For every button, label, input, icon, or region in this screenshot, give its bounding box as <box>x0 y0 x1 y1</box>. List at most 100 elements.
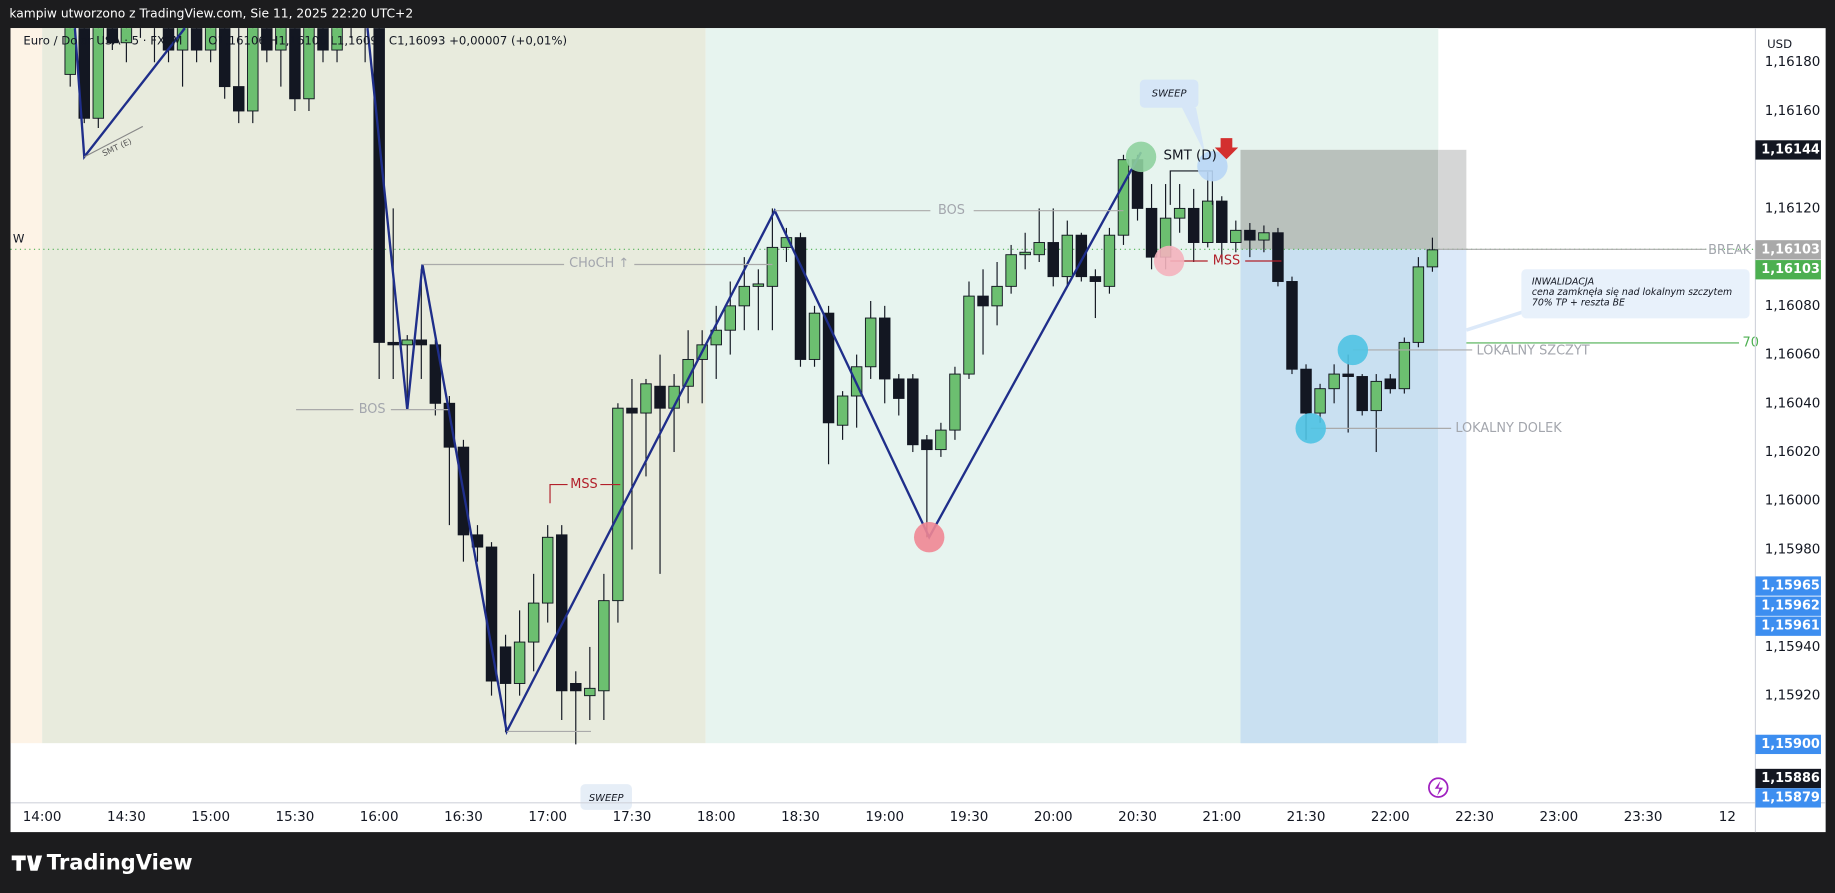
annotation: BOS <box>359 402 386 417</box>
candle-body <box>176 28 189 51</box>
y-tick-label: 1,16080 <box>1765 299 1821 314</box>
candle-body <box>907 378 919 446</box>
candle-body <box>878 317 891 380</box>
marker <box>1153 245 1185 277</box>
candle-body <box>864 317 877 368</box>
x-tick-label: 14:30 <box>107 810 146 825</box>
candle-body <box>120 28 133 44</box>
candle-body <box>1103 234 1116 287</box>
candles <box>64 28 1439 745</box>
x-tick-label: 15:00 <box>191 810 230 825</box>
annotation: BREAK <box>1708 243 1752 258</box>
candle-body <box>640 383 652 414</box>
annotation: MSS <box>1213 254 1240 269</box>
level <box>549 483 568 504</box>
candle-body <box>570 683 582 692</box>
candle-body <box>752 283 765 287</box>
candle-body <box>1356 376 1368 412</box>
annotation: SMT (D) <box>1163 149 1216 164</box>
candle-body <box>1272 232 1284 282</box>
axes: 14:00 14:30 15:00 15:30 16:00 16:30 17:00 17:30… <box>23 55 1821 825</box>
markers <box>580 79 1750 810</box>
candle-body <box>612 407 624 602</box>
price-label: 1,15962 <box>1761 599 1820 614</box>
candle-body <box>1019 251 1031 256</box>
candle-body <box>233 86 245 112</box>
marker <box>913 521 945 553</box>
tp-zone <box>1438 249 1467 744</box>
candle-body <box>261 28 273 51</box>
alert-icon[interactable] <box>1428 777 1449 798</box>
candle-body <box>1117 159 1130 236</box>
annotation: CHoCH ↑ <box>569 256 629 271</box>
x-tick-label: 16:30 <box>444 810 483 825</box>
candle-body <box>1384 378 1397 390</box>
candle-body <box>415 339 428 346</box>
level <box>83 125 144 158</box>
note: 70% TP + reszta BE <box>1532 298 1625 309</box>
candle-body <box>836 395 849 426</box>
candle-body <box>1047 242 1059 278</box>
price-label-box <box>1755 240 1821 260</box>
candle-body <box>443 402 456 448</box>
logo: TradingView <box>47 850 193 875</box>
candle-body <box>331 28 343 51</box>
note: cena zamknęła się nad lokalnym szczytem <box>1532 287 1732 298</box>
candle-body <box>1370 380 1382 412</box>
candle-body <box>556 534 568 692</box>
candle-body <box>584 687 596 697</box>
candle-body <box>106 28 119 44</box>
candle-body <box>541 536 554 604</box>
candle-body <box>794 237 807 360</box>
candle-body <box>1145 207 1158 258</box>
x-tick-label: 18:30 <box>781 810 820 825</box>
callout <box>1465 309 1526 332</box>
annotation: LOKALNY SZCZYT <box>1477 344 1590 359</box>
header: kampiw utworzono z TradingView.com, Sie … <box>9 7 413 21</box>
x-tick-label: 16:00 <box>360 810 399 825</box>
candle-body <box>78 28 90 119</box>
candle-body <box>1173 207 1186 219</box>
sl-zone <box>1240 149 1439 250</box>
candle-body <box>1230 229 1242 243</box>
x-tick-label: 23:30 <box>1624 810 1663 825</box>
candle-body <box>991 285 1003 307</box>
candle-body <box>921 439 933 451</box>
candle-body <box>387 341 399 346</box>
candle-body <box>513 641 526 684</box>
candle-body <box>977 295 989 307</box>
price-label-box <box>1755 788 1821 808</box>
candle-body <box>1398 341 1411 390</box>
candle-body <box>485 546 498 682</box>
y-tick-label: 1,16160 <box>1765 104 1821 119</box>
candle-body <box>1187 207 1200 243</box>
tp-zone <box>1240 249 1439 744</box>
ohlc-legend: O1,16106 H1,16106 L1,16091 C1,16093 +0,0… <box>208 33 567 47</box>
price-label-box <box>1755 140 1821 160</box>
price-label-box <box>1755 616 1821 636</box>
x-tick-label: 12 <box>1719 810 1736 825</box>
candle-body <box>1412 266 1425 343</box>
y-tick-label: 1,16060 <box>1765 348 1821 363</box>
candle-body <box>893 378 905 399</box>
price-label-box <box>1755 260 1821 280</box>
price-label-box <box>1755 734 1821 755</box>
candle-body <box>949 373 961 431</box>
annotation: SWEEP <box>589 793 624 804</box>
note-box <box>1521 269 1750 319</box>
candle-body <box>822 312 835 424</box>
x-tick-label: 21:00 <box>1202 810 1241 825</box>
x-tick-label: 21:30 <box>1287 810 1326 825</box>
smt-bracket <box>1169 170 1213 205</box>
candle-body <box>303 28 315 100</box>
sl-zone <box>1438 149 1467 250</box>
y-tick-label: 1,16040 <box>1765 396 1821 411</box>
candle-body <box>190 28 203 51</box>
candle-body <box>92 28 105 119</box>
candle-body <box>1258 232 1270 241</box>
y-tick-label: 1,16020 <box>1765 445 1821 460</box>
price-label: 1,15965 <box>1761 579 1820 594</box>
note: INWALIDACJA <box>1532 277 1594 288</box>
annotation: MSS <box>570 477 597 492</box>
candle-body <box>1089 276 1102 282</box>
